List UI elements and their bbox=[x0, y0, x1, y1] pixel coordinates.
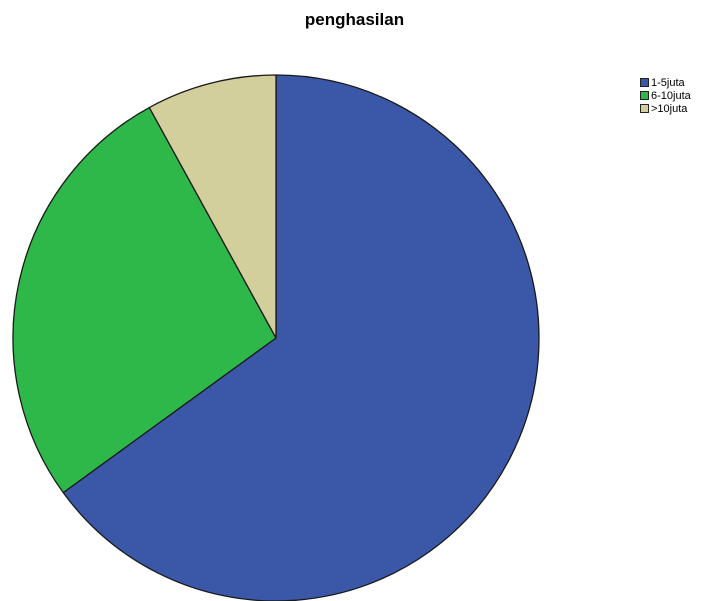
legend-label: 1-5juta bbox=[651, 76, 685, 89]
legend-item: 6-10juta bbox=[640, 89, 691, 102]
pie-slice-2 bbox=[148, 74, 277, 339]
legend: 1-5juta 6-10juta >10juta bbox=[640, 76, 691, 115]
pie-slice-1 bbox=[12, 106, 277, 494]
legend-swatch bbox=[640, 78, 649, 87]
legend-item: 1-5juta bbox=[640, 76, 691, 89]
legend-swatch bbox=[640, 91, 649, 100]
pie-slice-0 bbox=[62, 74, 540, 601]
legend-label: >10juta bbox=[651, 102, 688, 115]
chart-title: penghasilan bbox=[304, 10, 405, 29]
legend-label: 6-10juta bbox=[651, 89, 691, 102]
legend-item: >10juta bbox=[640, 102, 691, 115]
legend-swatch bbox=[640, 104, 649, 113]
